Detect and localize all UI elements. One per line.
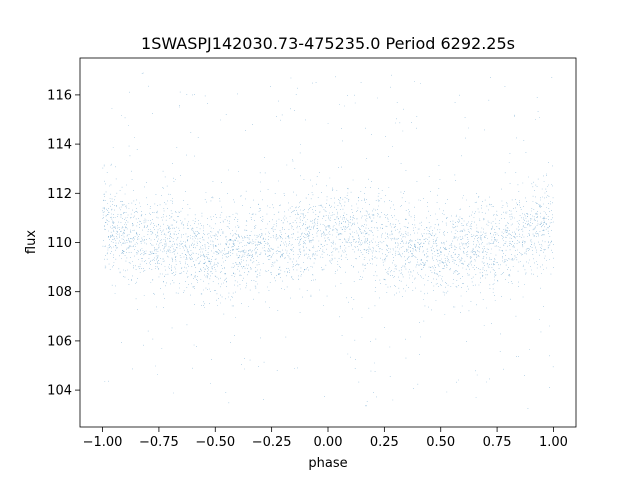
y-tick-label: 106 [47, 334, 72, 349]
chart-title: 1SWASPJ142030.73-475235.0 Period 6292.25… [141, 34, 515, 53]
x-tick-label: 0.25 [370, 435, 399, 450]
y-tick-label: 110 [47, 236, 72, 251]
y-tick-label: 116 [47, 88, 72, 103]
y-tick-label: 114 [47, 138, 72, 153]
y-axis-label: flux [24, 230, 39, 254]
scatter-points [102, 72, 554, 409]
y-tick-label: 104 [47, 384, 72, 399]
x-tick-label: −1.00 [83, 435, 123, 450]
x-tick-label: −0.25 [252, 435, 292, 450]
y-tick-label: 108 [47, 285, 72, 300]
x-tick-label: 0.50 [426, 435, 455, 450]
scatter-series-points [102, 72, 554, 409]
y-axis: 104 106 108 110 112 114 116 [47, 88, 80, 399]
y-tick-label: 112 [47, 187, 72, 202]
x-tick-label: −0.75 [139, 435, 179, 450]
x-tick-label: 0.00 [314, 435, 343, 450]
x-tick-label: −0.50 [195, 435, 235, 450]
x-tick-label: 1.00 [539, 435, 568, 450]
x-axis-label: phase [308, 456, 347, 471]
x-axis: −1.00 −0.75 −0.50 −0.25 0.00 0.25 0.50 0.75 1.00 [83, 427, 568, 450]
x-tick-label: 0.75 [483, 435, 512, 450]
